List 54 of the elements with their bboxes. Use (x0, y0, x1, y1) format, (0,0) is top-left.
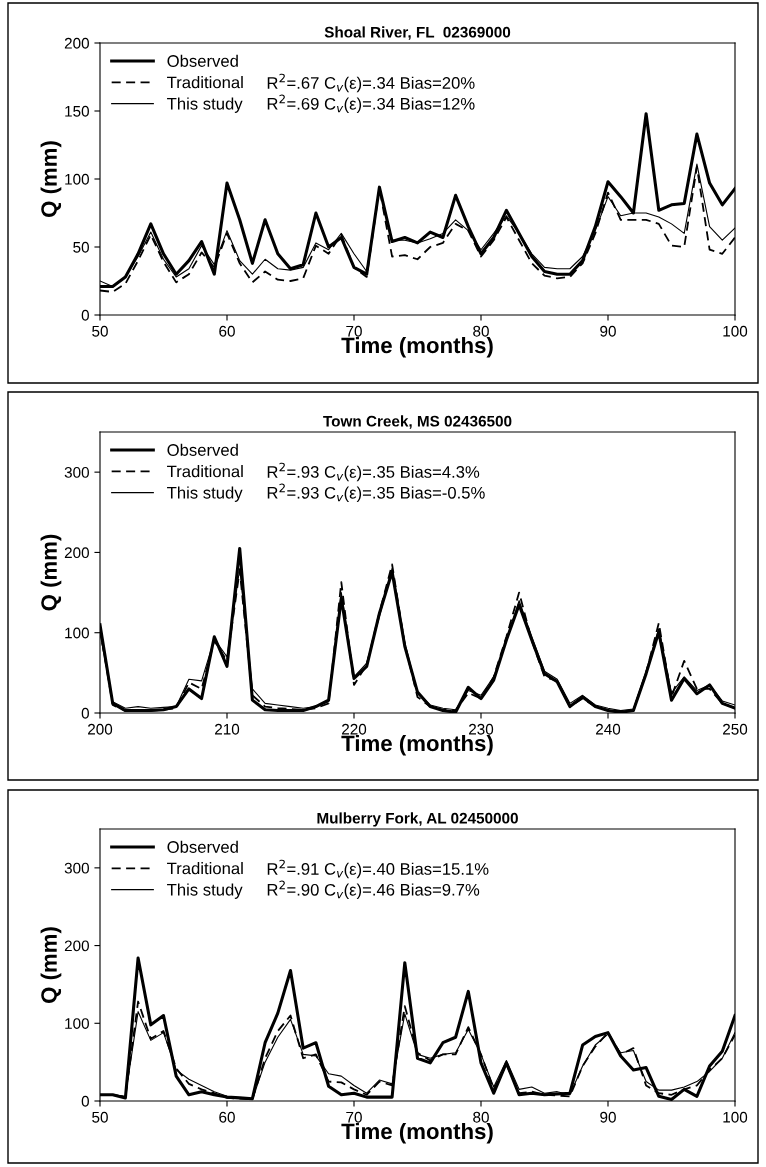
annotation: R$^{2}$=.91 C$_{v}$(ε)=.40 Bias=15.1% (267, 859, 489, 879)
x-tick-label: 60 (219, 1111, 235, 1123)
y-axis-title: Q (mm) (40, 927, 62, 1003)
legend-label: Traditional (167, 862, 243, 875)
legend-label: Observed (167, 443, 238, 456)
x-tick-label: 250 (723, 723, 748, 735)
y-tick-label: 0 (81, 1095, 89, 1107)
annotation: R$^{2}$=.93 C$_{v}$(ε)=.35 Bias=-0.5% (267, 483, 485, 502)
x-axis-title: Time (months) (341, 336, 493, 358)
x-tick-label: 90 (600, 1111, 616, 1123)
chart-title: Mulberry Fork, AL 02450000 (317, 812, 518, 827)
x-tick-label: 60 (219, 325, 235, 337)
x-tick-label: 210 (215, 723, 240, 735)
legend-label: Observed (167, 840, 238, 853)
annotation: R$^{2}$=.93 C$_{v}$(ε)=.35 Bias=4.3% (267, 462, 480, 482)
x-tick-label: 70 (346, 325, 362, 337)
y-tick-label: 200 (64, 547, 89, 559)
x-tick-label: 220 (342, 723, 367, 735)
y-tick-label: 300 (64, 467, 89, 478)
x-tick-label: 70 (346, 1111, 362, 1123)
legend-label: This study (167, 97, 243, 113)
annotation: R$^{2}$=.90 C$_{v}$(ε)=.46 Bias=9.7% (267, 880, 480, 899)
x-tick-label: 80 (473, 325, 489, 337)
y-tick-label: 100 (65, 173, 89, 185)
x-tick-label: 80 (473, 1111, 489, 1123)
x-tick-label: 100 (723, 325, 748, 337)
y-tick-label: 100 (65, 627, 89, 639)
y-tick-label: 100 (65, 1018, 89, 1029)
x-tick-label: 100 (723, 1111, 748, 1123)
legend-label: Observed (167, 54, 238, 67)
legend-label: This study (167, 883, 243, 899)
x-tick-label: 230 (469, 723, 494, 735)
x-axis-title: Time (months) (341, 1122, 493, 1144)
y-tick-label: 200 (64, 37, 89, 49)
y-tick-label: 0 (81, 309, 89, 321)
chart-title: Town Creek, MS 02436500 (323, 415, 512, 429)
x-tick-label: 240 (596, 723, 621, 735)
legend-label: This study (167, 486, 243, 502)
x-tick-label: 50 (92, 325, 108, 337)
annotation: R$^{2}$=.67 C$_{v}$(ε)=.34 Bias=20% (267, 73, 475, 93)
y-axis-title: Q (mm) (40, 534, 62, 611)
y-tick-label: 150 (65, 105, 89, 117)
y-axis-title: Q (mm) (40, 141, 62, 217)
x-axis-title: Time (months) (341, 734, 493, 756)
y-tick-label: 50 (73, 241, 89, 253)
y-tick-label: 0 (81, 707, 89, 719)
chart-title: Shoal River, FL 02369000 (324, 26, 511, 40)
x-tick-label: 50 (92, 1111, 108, 1123)
legend-label: Traditional (167, 465, 243, 478)
y-tick-label: 200 (64, 940, 89, 952)
legend-label: Traditional (167, 76, 243, 89)
y-tick-label: 300 (64, 862, 89, 874)
annotation: R$^{2}$=.69 C$_{v}$(ε)=.34 Bias=12% (267, 94, 475, 113)
x-tick-label: 90 (600, 325, 616, 337)
